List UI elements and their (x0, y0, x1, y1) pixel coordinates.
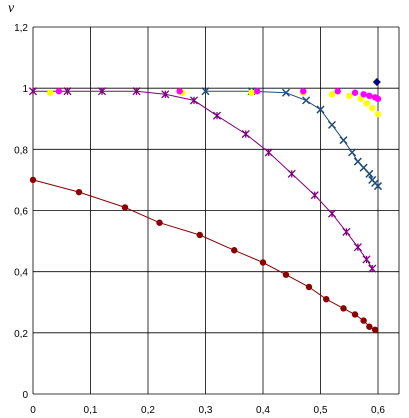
data-point (248, 89, 255, 96)
y-tick-label: 0,4 (14, 268, 28, 279)
data-point (362, 255, 371, 264)
data-point (348, 148, 357, 157)
data-point (373, 182, 383, 191)
data-point (363, 100, 370, 107)
data-point (156, 219, 163, 226)
tick-labels: 0 0,2 0,4 0,6 0,8 1 1,2 0 0,1 0,2 0,3 0,4 0,5 0,6 (14, 23, 385, 416)
data-point (372, 78, 381, 87)
data-point (28, 87, 38, 96)
data-point (196, 231, 203, 239)
data-point (360, 317, 367, 324)
data-point (342, 227, 351, 236)
series-line-2 (33, 90, 373, 269)
data-point (371, 326, 379, 333)
data-point (328, 91, 336, 98)
data-point (121, 204, 129, 211)
x-tick-label: 0,1 (84, 405, 98, 416)
data-point (357, 95, 364, 103)
data-point (281, 88, 291, 97)
data-point (305, 283, 313, 291)
data-point (310, 191, 319, 200)
x-tick-label: 0,3 (199, 405, 213, 416)
data-point (47, 89, 54, 96)
data-point (339, 136, 348, 145)
data-point (287, 169, 296, 178)
x-tick-label: 0,6 (371, 405, 385, 416)
x-tick-label: 0 (30, 405, 36, 416)
data-point (302, 96, 311, 105)
data-point (366, 323, 373, 330)
data-point (369, 104, 376, 112)
data-point (161, 90, 170, 99)
x-tick-label: 0,2 (141, 405, 155, 416)
y-tick-label: 0,8 (14, 145, 28, 156)
series-points (28, 78, 383, 333)
data-point (97, 87, 107, 96)
data-point (359, 163, 368, 172)
data-point (29, 176, 37, 184)
data-point (300, 88, 307, 95)
data-point (340, 305, 347, 312)
x-tick-label: 0,5 (314, 405, 328, 416)
data-point (176, 88, 183, 95)
y-tick-label: 0,6 (14, 207, 28, 218)
y-tick-label: 0,2 (14, 329, 28, 340)
data-point (353, 243, 362, 252)
data-point (353, 157, 362, 166)
data-point (282, 271, 290, 278)
data-point (346, 92, 353, 100)
data-point (368, 264, 377, 273)
data-point (327, 209, 337, 218)
y-tick-label: 1,2 (14, 23, 28, 34)
data-point (231, 247, 238, 254)
data-point (212, 111, 222, 120)
data-point (264, 148, 273, 157)
data-point (75, 188, 83, 196)
y-tick-label: 1 (22, 84, 28, 95)
data-point (327, 120, 337, 129)
data-point (254, 88, 261, 95)
data-point (241, 129, 250, 139)
data-point (366, 92, 373, 100)
data-point (201, 87, 210, 96)
data-point (334, 88, 341, 95)
data-point (132, 87, 141, 96)
data-point (351, 89, 359, 96)
x-tick-label: 0,4 (256, 405, 270, 416)
data-point (351, 311, 359, 318)
data-point (323, 295, 330, 303)
data-point (189, 96, 199, 105)
data-point (259, 259, 267, 266)
data-point (365, 169, 374, 178)
data-point (374, 95, 382, 103)
data-point (316, 105, 325, 114)
data-point (374, 110, 382, 118)
data-point (55, 88, 63, 95)
data-point (63, 87, 72, 96)
data-point (360, 91, 367, 98)
y-tick-label: 0 (22, 390, 28, 401)
y-axis-title: v (8, 1, 15, 16)
